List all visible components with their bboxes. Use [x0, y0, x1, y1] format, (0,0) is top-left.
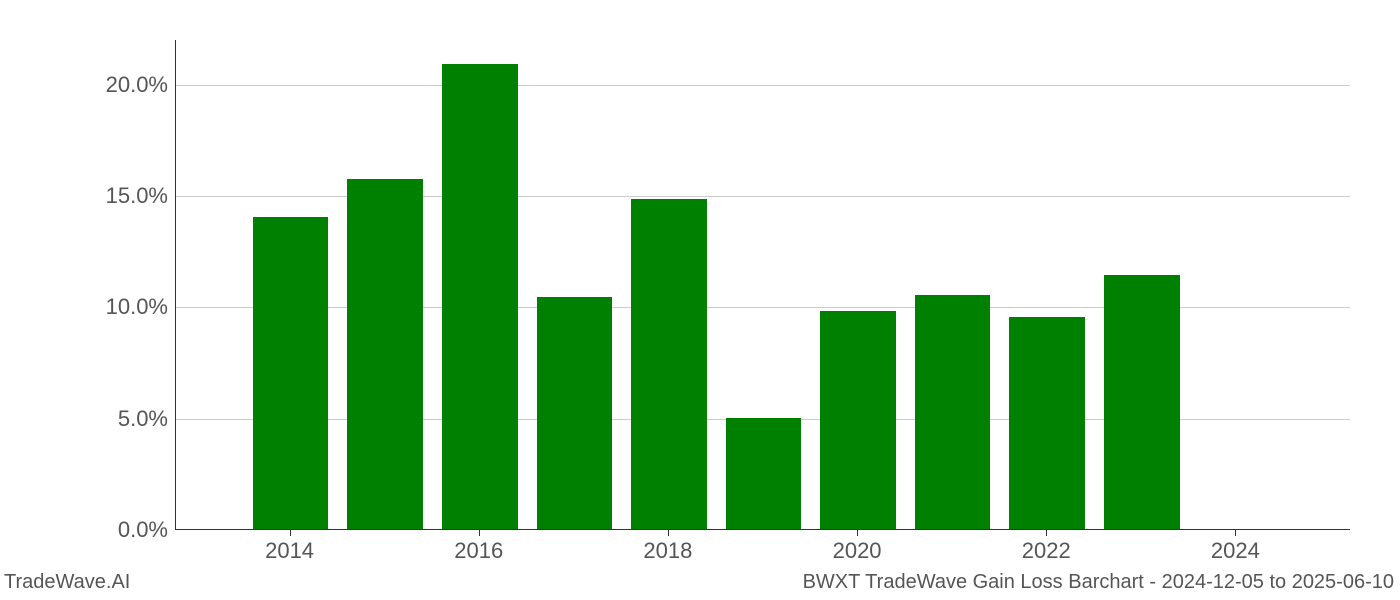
x-tick-label: 2018 — [643, 538, 692, 564]
x-tick-label: 2016 — [454, 538, 503, 564]
bar — [726, 418, 802, 529]
bar — [1009, 317, 1085, 529]
x-tick-mark — [290, 530, 291, 536]
x-tick-label: 2024 — [1211, 538, 1260, 564]
plot-frame — [175, 40, 1350, 530]
footer-caption: BWXT TradeWave Gain Loss Barchart - 2024… — [803, 571, 1394, 594]
bar — [253, 217, 329, 529]
x-tick-mark — [668, 530, 669, 536]
y-tick-label: 20.0% — [106, 72, 168, 98]
bar — [631, 199, 707, 529]
bar — [347, 179, 423, 529]
bar — [915, 295, 991, 529]
x-tick-label: 2014 — [265, 538, 314, 564]
bar — [537, 297, 613, 529]
chart-plot-area — [175, 40, 1350, 530]
x-tick-mark — [1046, 530, 1047, 536]
gridline — [176, 85, 1350, 86]
bar — [1104, 275, 1180, 529]
x-tick-label: 2022 — [1022, 538, 1071, 564]
x-tick-mark — [857, 530, 858, 536]
bar — [820, 311, 896, 529]
footer-brand: TradeWave.AI — [4, 571, 130, 594]
y-tick-label: 0.0% — [118, 517, 168, 543]
x-tick-label: 2020 — [833, 538, 882, 564]
x-tick-mark — [479, 530, 480, 536]
y-tick-label: 15.0% — [106, 183, 168, 209]
y-tick-label: 5.0% — [118, 406, 168, 432]
y-tick-label: 10.0% — [106, 294, 168, 320]
x-tick-mark — [1235, 530, 1236, 536]
bar — [442, 64, 518, 530]
